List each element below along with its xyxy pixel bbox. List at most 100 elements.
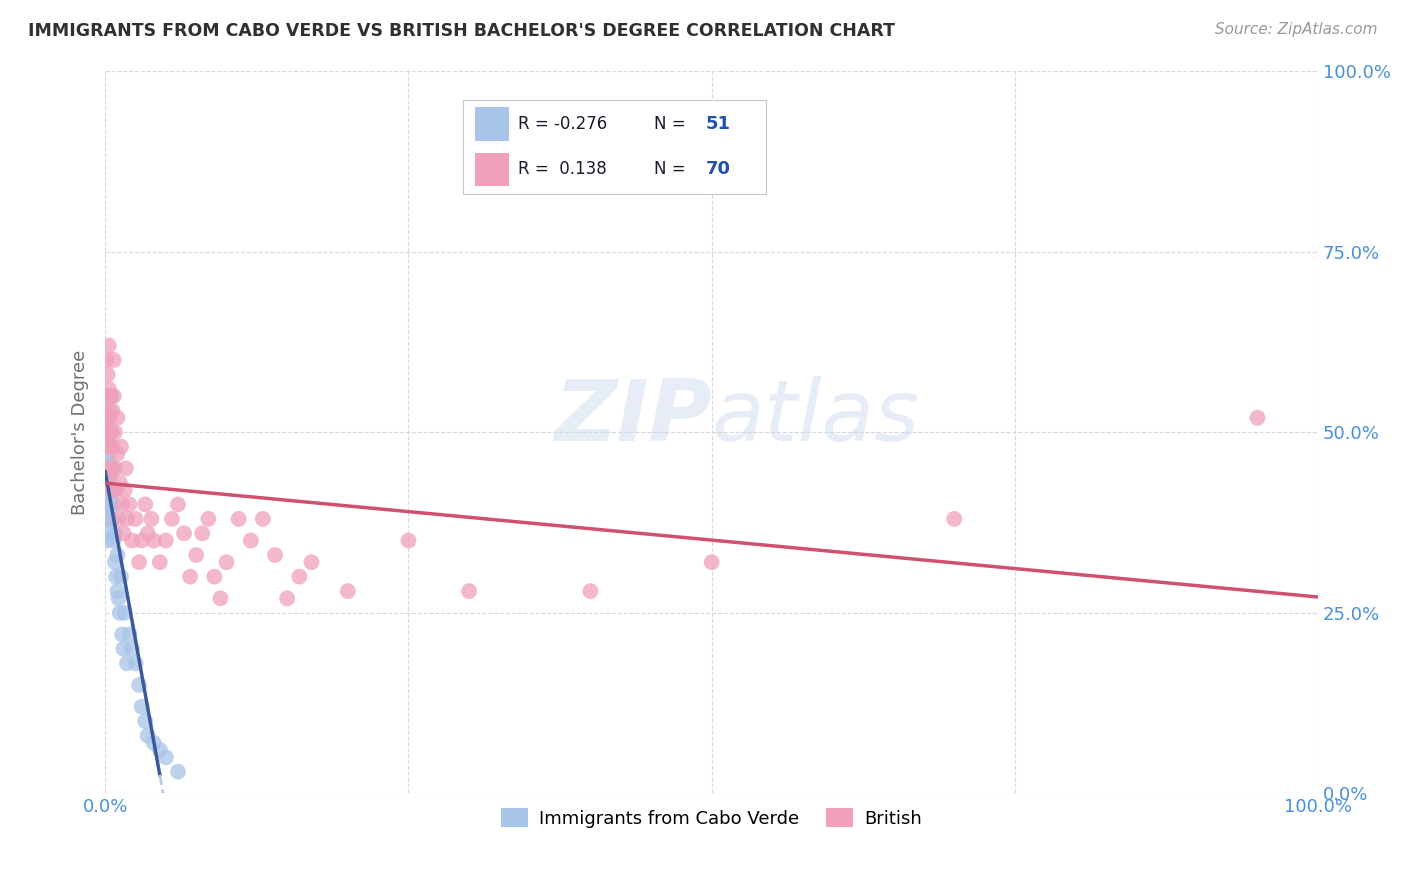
Point	[100, 389, 122, 403]
Point	[115, 657, 138, 671]
Point	[97, 533, 120, 548]
Point	[114, 606, 136, 620]
Point	[228, 512, 250, 526]
Point	[105, 584, 128, 599]
Point	[98, 468, 121, 483]
Text: IMMIGRANTS FROM CABO VERDE VS BRITISH BACHELOR'S DEGREE CORRELATION CHART: IMMIGRANTS FROM CABO VERDE VS BRITISH BA…	[28, 22, 896, 40]
Point	[97, 403, 120, 417]
Point	[121, 533, 143, 548]
Point	[276, 591, 298, 606]
Point	[131, 699, 153, 714]
Point	[239, 533, 262, 548]
Point	[1246, 410, 1268, 425]
Legend: Immigrants from Cabo Verde, British: Immigrants from Cabo Verde, British	[494, 801, 929, 835]
Point	[107, 512, 129, 526]
Point	[700, 555, 723, 569]
Point	[105, 569, 128, 583]
Point	[96, 483, 118, 497]
Text: ZIP: ZIP	[554, 376, 711, 459]
Point	[179, 569, 201, 583]
Point	[108, 606, 131, 620]
Point	[105, 548, 128, 562]
Point	[96, 440, 118, 454]
Point	[98, 498, 121, 512]
Point	[115, 512, 138, 526]
Point	[104, 425, 127, 440]
Point	[167, 764, 190, 779]
Point	[97, 425, 120, 440]
Point	[134, 714, 156, 728]
Point	[288, 569, 311, 583]
Point	[105, 483, 128, 497]
Point	[97, 475, 120, 490]
Point	[100, 461, 122, 475]
Point	[97, 461, 120, 475]
Point	[111, 498, 134, 512]
Point	[101, 483, 124, 497]
Point	[104, 526, 127, 541]
Point	[141, 512, 163, 526]
Point	[97, 498, 120, 512]
Point	[103, 389, 125, 403]
Point	[186, 548, 208, 562]
Point	[134, 498, 156, 512]
Point	[149, 555, 172, 569]
Point	[101, 512, 124, 526]
Text: Source: ZipAtlas.com: Source: ZipAtlas.com	[1215, 22, 1378, 37]
Point	[299, 555, 322, 569]
Point	[97, 403, 120, 417]
Point	[96, 353, 118, 368]
Point	[118, 498, 141, 512]
Point	[110, 440, 132, 454]
Point	[142, 736, 165, 750]
Point	[111, 627, 134, 641]
Point	[97, 425, 120, 440]
Point	[96, 425, 118, 440]
Point	[104, 555, 127, 569]
Point	[100, 440, 122, 454]
Point	[173, 526, 195, 541]
Point	[458, 584, 481, 599]
Point	[112, 641, 135, 656]
Point	[101, 483, 124, 497]
Point	[191, 526, 214, 541]
Point	[202, 569, 225, 583]
Point	[100, 425, 122, 440]
Point	[131, 533, 153, 548]
Point	[114, 461, 136, 475]
Point	[215, 555, 238, 569]
Point	[155, 533, 177, 548]
Point	[97, 410, 120, 425]
Point	[579, 584, 602, 599]
Point	[136, 526, 159, 541]
Point	[103, 533, 125, 548]
Point	[155, 750, 177, 764]
Point	[105, 410, 128, 425]
Point	[98, 512, 121, 526]
Point	[167, 498, 190, 512]
Point	[118, 627, 141, 641]
Point	[97, 447, 120, 461]
Point	[97, 410, 120, 425]
Point	[149, 743, 172, 757]
Point	[336, 584, 359, 599]
Point	[98, 468, 121, 483]
Point	[98, 490, 121, 504]
Point	[398, 533, 420, 548]
Point	[97, 440, 120, 454]
Point	[97, 526, 120, 541]
Point	[108, 475, 131, 490]
Text: atlas: atlas	[711, 376, 920, 459]
Point	[104, 461, 127, 475]
Point	[209, 591, 232, 606]
Point	[252, 512, 274, 526]
Point	[112, 526, 135, 541]
Point	[107, 591, 129, 606]
Point	[101, 461, 124, 475]
Point	[98, 410, 121, 425]
Point	[142, 533, 165, 548]
Point	[97, 454, 120, 468]
Point	[97, 461, 120, 475]
Point	[96, 389, 118, 403]
Point	[160, 512, 183, 526]
